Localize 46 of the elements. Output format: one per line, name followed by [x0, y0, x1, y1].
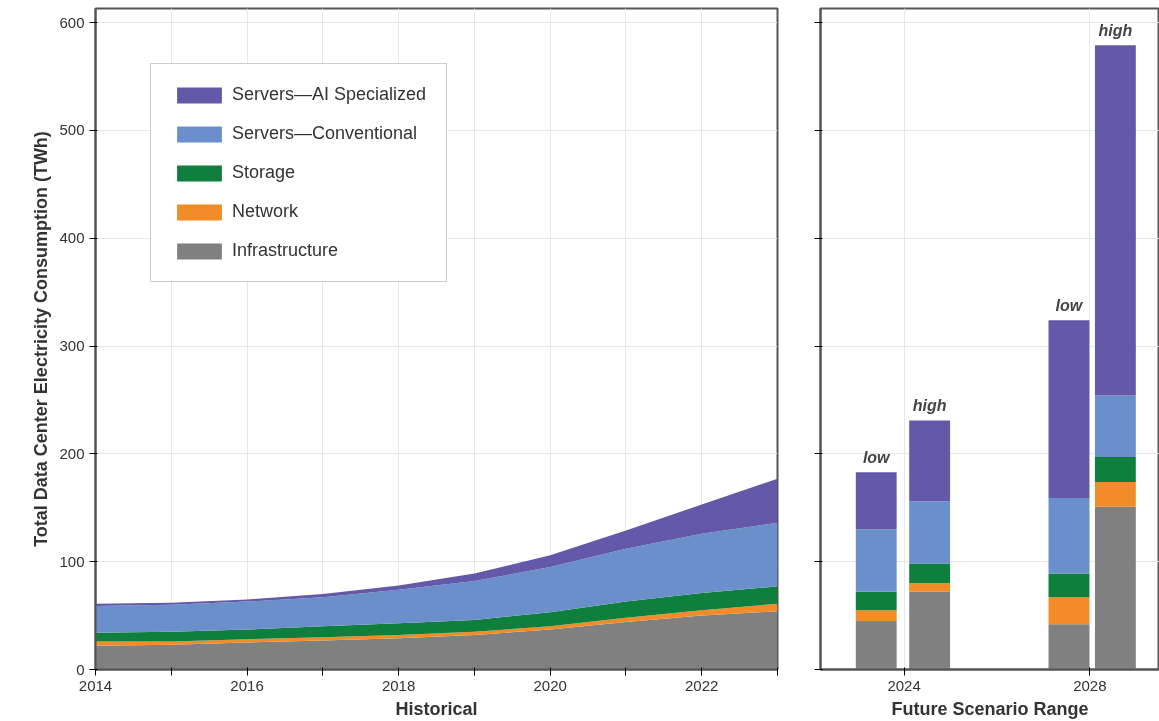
x-tick-label: 2024 [887, 676, 921, 694]
x-tick-label: 2018 [381, 676, 416, 694]
y-tick-label: 500 [59, 121, 85, 139]
x-tick-label: 2016 [230, 676, 264, 694]
legend-label: Servers—AI Specialized [232, 84, 427, 105]
bar [1094, 506, 1136, 670]
bar [1094, 395, 1136, 458]
bar [1094, 457, 1136, 482]
legend-label: Storage [232, 162, 296, 183]
x-tick-label: 2020 [533, 676, 567, 694]
x-axis-title: Future Scenario Range [891, 698, 1089, 719]
legend-label: Network [232, 201, 299, 222]
y-tick-label: 200 [59, 444, 85, 462]
annotation: low [1055, 297, 1084, 315]
bar [1048, 498, 1090, 574]
bar [855, 610, 897, 621]
legend-label: Servers—Conventional [232, 123, 418, 144]
bar [1048, 624, 1090, 670]
annotation: low [862, 449, 892, 467]
x-tick-label: 2022 [685, 676, 719, 694]
bar [855, 472, 897, 530]
y-tick-label: 600 [59, 13, 85, 31]
bar [1048, 597, 1090, 625]
x-axis-title: Historical [395, 698, 478, 719]
annotation: high [912, 397, 947, 415]
bar [909, 583, 951, 592]
bar [855, 620, 897, 670]
y-tick-label: 100 [59, 552, 85, 570]
y-tick-label: 0 [76, 660, 85, 678]
y-tick-label: 400 [59, 229, 85, 247]
bar [855, 591, 897, 611]
bar [1048, 573, 1090, 598]
bar [909, 420, 951, 502]
bar [909, 591, 951, 670]
y-tick-label: 300 [59, 337, 85, 355]
bar [909, 501, 951, 564]
legend-label: Infrastructure [232, 240, 339, 261]
bar [1094, 45, 1136, 396]
x-tick-label: 2028 [1073, 676, 1107, 694]
annotation: high [1098, 22, 1133, 40]
bar [909, 563, 951, 584]
x-tick-label: 2014 [78, 676, 113, 694]
bar [1048, 320, 1090, 499]
y-axis-title: Total Data Center Electricity Consumption (TWh) [31, 131, 52, 547]
bar [855, 529, 897, 592]
bar [1094, 481, 1136, 507]
